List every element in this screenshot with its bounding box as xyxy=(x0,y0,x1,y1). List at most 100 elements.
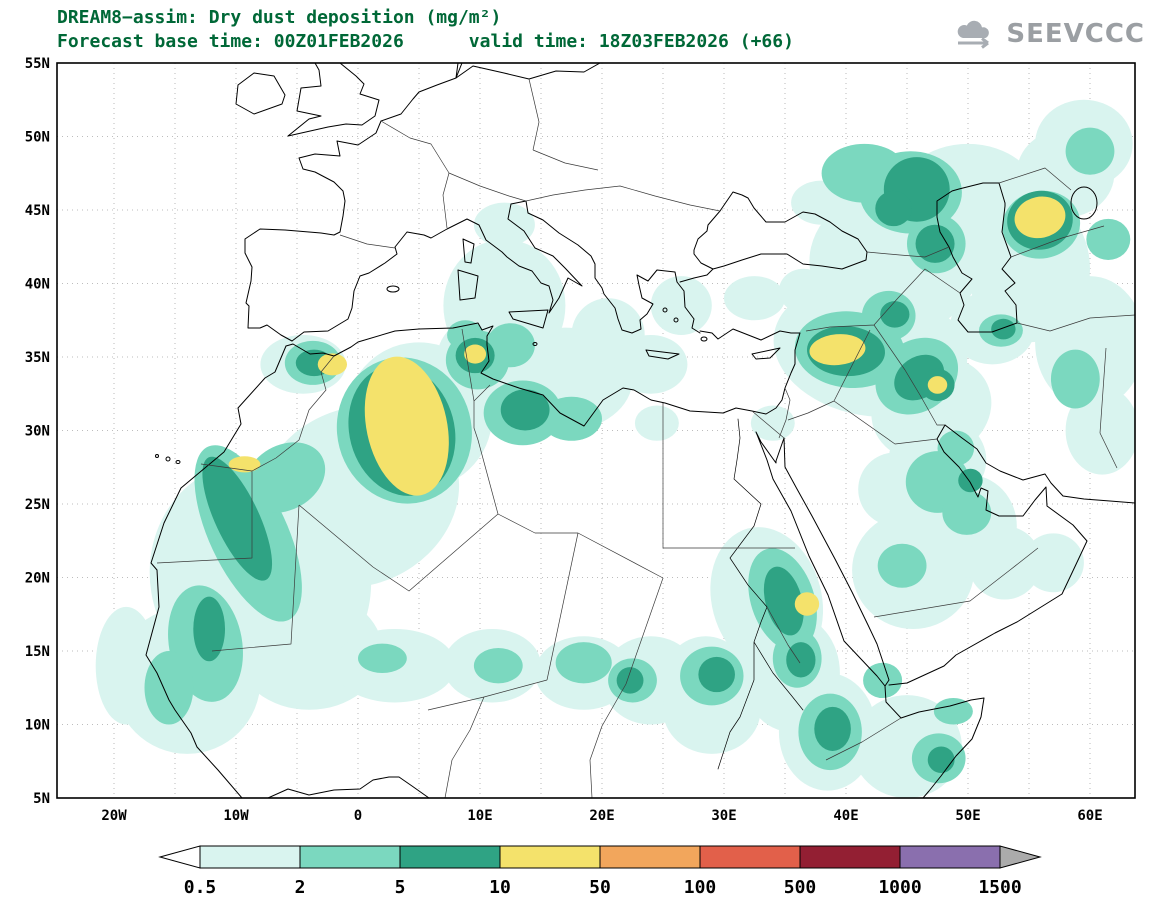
dust-region xyxy=(244,442,326,513)
dust-region xyxy=(942,490,992,535)
lon-tick-label: 10W xyxy=(223,808,249,824)
aegean-island xyxy=(662,307,668,313)
lon-tick-label: 10E xyxy=(467,808,492,824)
coastline-iberia-france xyxy=(244,63,463,342)
canary-island xyxy=(155,454,159,458)
lat-tick-label: 20N xyxy=(25,571,50,587)
lat-tick-label: 10N xyxy=(25,718,50,734)
dust-region xyxy=(95,606,157,725)
dust-region xyxy=(364,356,449,496)
aral-sea xyxy=(1070,186,1098,220)
lat-tick-label: 5N xyxy=(33,791,50,807)
legend-segment xyxy=(699,845,801,869)
coastline-black-sea xyxy=(693,191,868,270)
dust-region xyxy=(1065,127,1115,175)
dust-region xyxy=(794,592,820,616)
dust-region xyxy=(877,543,927,588)
coastline-balkans-greece-turkey xyxy=(525,200,701,334)
lon-tick-label: 0 xyxy=(354,808,362,824)
dust-region xyxy=(1014,196,1066,239)
dust-region xyxy=(933,698,973,725)
coastline-arabia xyxy=(888,424,1088,686)
legend-overflow-arrow xyxy=(999,845,1042,869)
lon-tick-label: 20E xyxy=(589,808,614,824)
dust-region xyxy=(464,344,487,364)
lon-tick-label: 30E xyxy=(711,808,736,824)
dust-deposition-layer xyxy=(95,99,1135,798)
canary-island xyxy=(175,460,181,464)
dust-region xyxy=(814,706,851,751)
dust-region xyxy=(915,224,955,263)
dust-region xyxy=(500,389,550,431)
dust-region xyxy=(614,334,688,394)
dust-region xyxy=(927,376,948,394)
legend-segment xyxy=(899,845,1001,869)
dust-region xyxy=(1086,218,1131,260)
dust-region xyxy=(358,643,407,674)
dust-region xyxy=(880,301,910,328)
rhodes-island xyxy=(700,336,708,342)
dust-region xyxy=(724,276,785,321)
dust-region xyxy=(809,334,866,366)
legend-value-label: 1000 xyxy=(878,877,921,898)
legend-value-label: 5 xyxy=(395,877,406,898)
canary-island xyxy=(165,456,171,462)
dust-region xyxy=(968,526,1042,600)
legend-value-label: 100 xyxy=(684,877,717,898)
dust-region xyxy=(473,648,523,684)
lat-tick-label: 35N xyxy=(25,350,50,366)
nile-river xyxy=(717,418,804,770)
legend-underflow-arrow xyxy=(158,845,201,869)
dust-region xyxy=(763,566,804,636)
lat-tick-label: 40N xyxy=(25,277,50,293)
longitude-axis-labels: 20W 10W 0 10E 20E 30E 40E 50E 60E xyxy=(101,808,1102,824)
coastline-marmara xyxy=(679,268,714,283)
color-scale-legend: 0.5 2 5 10 50 100 500 1000 1500 xyxy=(158,845,1042,898)
dust-region xyxy=(927,746,955,774)
dust-region xyxy=(228,456,261,473)
latitude-axis-labels: 55N 50N 45N 40N 35N 30N 25N 20N 15N 10N 5N xyxy=(25,56,50,807)
coastline-caspian-sea xyxy=(936,182,1018,333)
lat-tick-label: 55N xyxy=(25,56,50,72)
legend-segment xyxy=(399,845,501,869)
country-borders xyxy=(156,78,1135,798)
map-frame xyxy=(56,62,1136,799)
mallorca-island xyxy=(386,285,400,293)
logo-text: SEEVCCC xyxy=(1006,19,1145,49)
lon-tick-label: 50E xyxy=(955,808,980,824)
coastline-red-sea xyxy=(755,431,890,687)
legend-value-label: 50 xyxy=(589,877,611,898)
dust-region xyxy=(473,202,535,247)
coastline-ireland xyxy=(235,72,286,115)
coastline-baltic xyxy=(455,63,601,80)
seevccc-logo: SEEVCCC xyxy=(952,18,1145,50)
dust-region xyxy=(486,323,535,368)
country-border-layer xyxy=(156,78,1135,798)
dust-region xyxy=(317,353,348,376)
dust-region xyxy=(1050,349,1100,409)
lon-tick-label: 60E xyxy=(1077,808,1102,824)
dust-region xyxy=(1022,533,1084,593)
coastline-britain xyxy=(287,63,380,137)
coastline-gulf-of-guinea xyxy=(267,776,430,798)
aegean-island xyxy=(673,317,679,323)
coastline-islands xyxy=(457,238,781,360)
dust-region xyxy=(875,190,912,227)
legend-segment xyxy=(499,845,601,869)
lon-tick-label: 20W xyxy=(101,808,127,824)
dust-region xyxy=(786,642,816,678)
lat-tick-label: 15N xyxy=(25,644,50,660)
dust-region xyxy=(698,656,735,693)
legend-segment xyxy=(799,845,901,869)
dust-region xyxy=(193,596,226,662)
map-header: DREAM8−assim: Dry dust deposition (mg/m²… xyxy=(57,6,794,54)
lon-tick-label: 40E xyxy=(833,808,858,824)
dust-region xyxy=(937,430,975,466)
dust-region xyxy=(750,405,795,441)
lat-tick-label: 30N xyxy=(25,424,50,440)
legend-segment xyxy=(599,845,701,869)
dust-region xyxy=(778,268,828,313)
dust-region xyxy=(958,468,983,493)
coastline-mediterranean-north xyxy=(291,200,583,342)
